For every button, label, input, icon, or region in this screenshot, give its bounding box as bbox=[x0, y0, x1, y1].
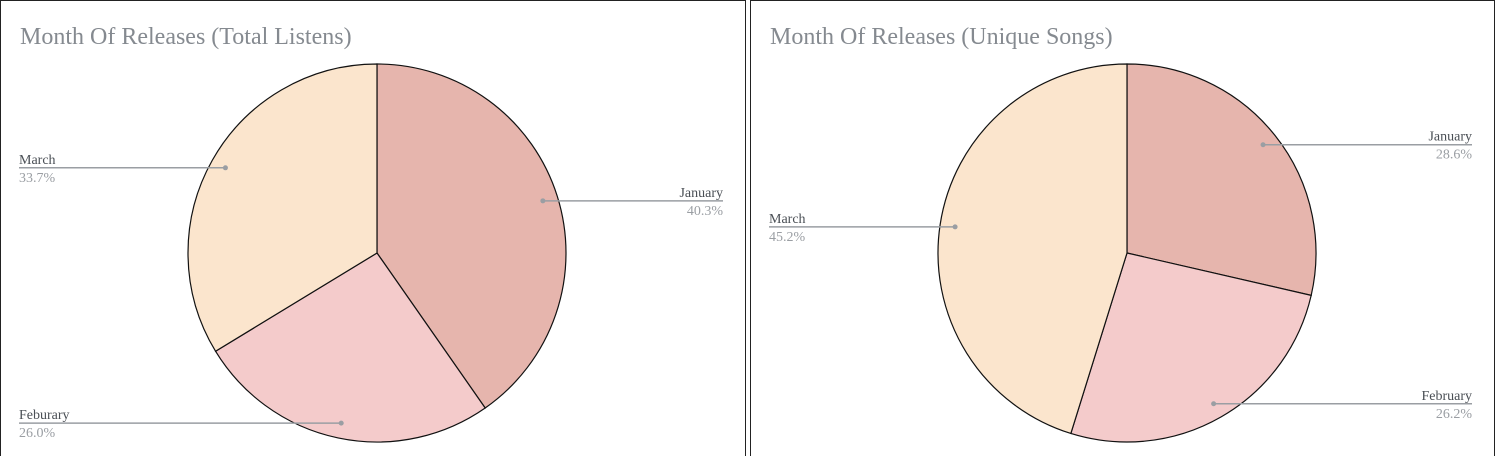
pie-slice bbox=[376, 63, 567, 409]
slice-value: 45.2% bbox=[769, 230, 806, 245]
slice-name: March bbox=[769, 212, 806, 227]
slice-value: 28.6% bbox=[1436, 148, 1473, 163]
pie-chart: Month Of Releases (Unique Songs) January 2… bbox=[769, 24, 1473, 443]
slice-value: 26.2% bbox=[1436, 407, 1473, 422]
pie-slice bbox=[187, 63, 378, 353]
leader-dot bbox=[952, 224, 958, 230]
pie-slice bbox=[937, 63, 1128, 435]
leader-dot bbox=[338, 420, 344, 426]
panel-border bbox=[0, 0, 746, 456]
chart-title: Month Of Releases (Total Listens) bbox=[20, 24, 352, 50]
leader-dot bbox=[1211, 401, 1217, 407]
slice-name: January bbox=[679, 186, 723, 201]
slice-value: 40.3% bbox=[687, 204, 724, 219]
slice-name: February bbox=[1421, 389, 1472, 404]
chart-title: Month Of Releases (Unique Songs) bbox=[770, 24, 1113, 50]
pie-slice bbox=[1070, 252, 1312, 443]
pie-chart: Month Of Releases (Total Listens) January… bbox=[19, 24, 724, 443]
leader-dot bbox=[540, 198, 546, 204]
leader-dot bbox=[222, 165, 228, 171]
pie-slice bbox=[214, 252, 487, 443]
leader-dot bbox=[1260, 142, 1266, 148]
slice-name: Feburary bbox=[19, 408, 70, 423]
pie-slice bbox=[1126, 63, 1317, 297]
slice-value: 26.0% bbox=[19, 426, 56, 441]
slice-name: January bbox=[1428, 130, 1472, 145]
slice-value: 33.7% bbox=[19, 171, 56, 186]
slice-name: March bbox=[19, 153, 56, 168]
